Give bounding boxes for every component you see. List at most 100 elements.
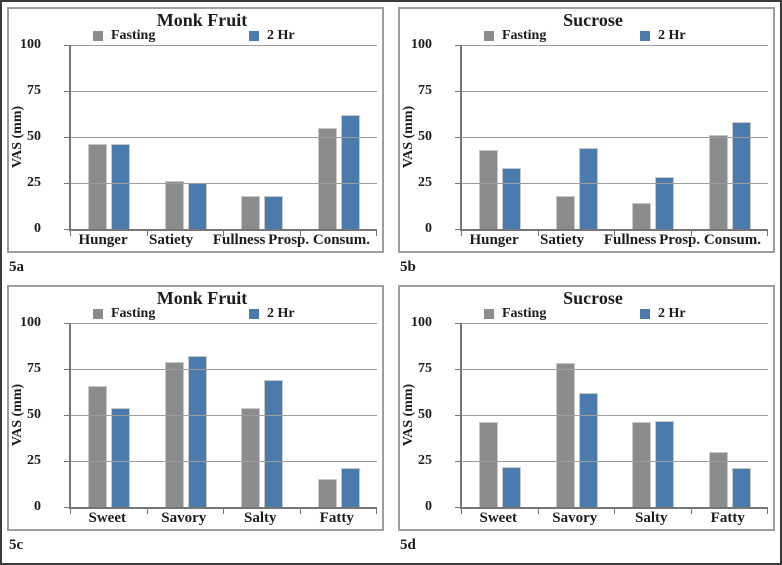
- panel-label: 5d: [400, 536, 416, 553]
- chart-panel-5a: Monk Fruit Fasting 2 Hr VAS (mm) 0 25 50 75…: [7, 7, 384, 253]
- legend-swatch-fasting-icon: [484, 31, 494, 41]
- legend-item-2hr: 2 Hr: [249, 306, 295, 322]
- y-tick-mark: [64, 183, 71, 184]
- x-axis-labels: Hunger Satiety Fullness Prosp. Consum.: [460, 232, 766, 249]
- gridline: [71, 91, 377, 92]
- bar-group: [539, 323, 616, 507]
- legend-item-fasting: Fasting: [484, 28, 546, 44]
- bar-2-hr: [340, 468, 360, 507]
- bar-fasting: [241, 407, 261, 507]
- x-axis-label: Satiety: [539, 232, 585, 248]
- y-tick-label: 75: [418, 83, 432, 98]
- y-tick-mark: [455, 91, 462, 92]
- bar-2-hr: [264, 380, 284, 507]
- legend-swatch-fasting-icon: [484, 309, 494, 319]
- quadrant-bottom-right: Sucrose Fasting 2 Hr VAS (mm) 0 25 50 75 100…: [398, 285, 775, 563]
- y-tick-label: 100: [20, 37, 41, 52]
- y-tick-label: 100: [20, 315, 41, 330]
- bars-container: [71, 323, 377, 507]
- bar-2-hr: [264, 195, 284, 229]
- y-tick-label: 50: [27, 129, 41, 144]
- y-tick-mark: [64, 323, 71, 324]
- bar-2-hr: [340, 114, 360, 229]
- bar-group: [692, 45, 769, 229]
- x-tick-mark: [376, 231, 377, 236]
- x-tick-mark: [223, 509, 224, 514]
- bar-group: [148, 323, 225, 507]
- bar-group: [148, 45, 225, 229]
- bar-fasting: [164, 361, 184, 507]
- plot-area: [455, 45, 769, 236]
- x-tick-mark: [70, 509, 71, 514]
- y-tick-mark: [455, 229, 462, 230]
- chart-legend: Fasting 2 Hr: [400, 306, 773, 322]
- legend-swatch-2hr-icon: [640, 309, 650, 319]
- y-axis-tick-labels: 0 25 50 75 100: [9, 37, 55, 236]
- y-tick-mark: [455, 183, 462, 184]
- x-axis-label: Fatty: [319, 510, 354, 526]
- bar-2-hr: [731, 468, 751, 507]
- x-axis-label: Satiety: [148, 232, 194, 248]
- bar-fasting: [479, 149, 499, 229]
- y-tick-label: 0: [425, 221, 432, 236]
- y-tick-label: 25: [27, 453, 41, 468]
- y-tick-mark: [64, 415, 71, 416]
- bar-fasting: [555, 195, 575, 229]
- x-tick-mark: [537, 231, 539, 236]
- x-axis-label: Salty: [634, 510, 668, 526]
- legend-swatch-fasting-icon: [93, 31, 103, 41]
- y-tick-mark: [64, 369, 71, 370]
- y-tick-mark: [64, 461, 71, 462]
- y-tick-label: 0: [425, 499, 432, 514]
- x-tick-mark: [690, 509, 692, 514]
- x-tick-mark: [537, 509, 539, 514]
- x-tick-mark: [767, 509, 768, 514]
- legend-item-2hr: 2 Hr: [640, 28, 686, 44]
- legend-item-2hr: 2 Hr: [640, 306, 686, 322]
- panel-label: 5c: [9, 536, 24, 553]
- x-axis-label: Fullness: [212, 232, 266, 248]
- gridline: [71, 323, 377, 324]
- chart-legend: Fasting 2 Hr: [9, 306, 382, 322]
- bar-fasting: [317, 127, 337, 229]
- legend-item-fasting: Fasting: [484, 306, 546, 322]
- legend-swatch-fasting-icon: [93, 309, 103, 319]
- bar-2-hr: [111, 407, 131, 507]
- x-tick-mark: [461, 231, 462, 236]
- bar-2-hr: [578, 148, 598, 229]
- legend-label-fasting: Fasting: [111, 28, 156, 43]
- y-tick-label: 75: [27, 361, 41, 376]
- chart-legend: Fasting 2 Hr: [9, 28, 382, 43]
- y-tick-mark: [64, 91, 71, 92]
- panel-label: 5b: [400, 258, 416, 275]
- y-tick-mark: [455, 461, 462, 462]
- legend-label-2hr: 2 Hr: [658, 306, 686, 321]
- quadrant-bottom-left: Monk Fruit Fasting 2 Hr VAS (mm) 0 25 50 75…: [7, 285, 384, 563]
- x-tick-mark: [146, 509, 148, 514]
- bar-group: [462, 323, 539, 507]
- x-axis-labels: Hunger Satiety Fullness Prosp. Consum.: [69, 232, 375, 249]
- y-tick-label: 50: [418, 407, 432, 422]
- x-tick-mark: [299, 509, 301, 514]
- bar-fasting: [241, 195, 261, 229]
- x-axis-label: Prosp. Consum.: [268, 232, 370, 248]
- y-tick-mark: [455, 323, 462, 324]
- x-axis-label: Sweet: [479, 510, 518, 526]
- y-tick-mark: [64, 45, 71, 46]
- x-tick-mark: [70, 231, 71, 236]
- bar-group: [224, 323, 301, 507]
- chart-title: Sucrose: [563, 10, 623, 30]
- y-tick-label: 75: [27, 83, 41, 98]
- bar-group: [224, 45, 301, 229]
- x-tick-mark: [614, 231, 615, 236]
- x-axis-label: Salty: [243, 510, 277, 526]
- quadrant-top-right: Sucrose Fasting 2 Hr VAS (mm) 0 25 50 75 100…: [398, 7, 775, 285]
- x-axis-label: Sweet: [88, 510, 127, 526]
- chart-title: Monk Fruit: [156, 288, 248, 308]
- gridline: [71, 45, 377, 46]
- bar-group: [692, 323, 769, 507]
- bars-container: [71, 45, 377, 229]
- bar-2-hr: [655, 420, 675, 507]
- x-tick-mark: [376, 509, 377, 514]
